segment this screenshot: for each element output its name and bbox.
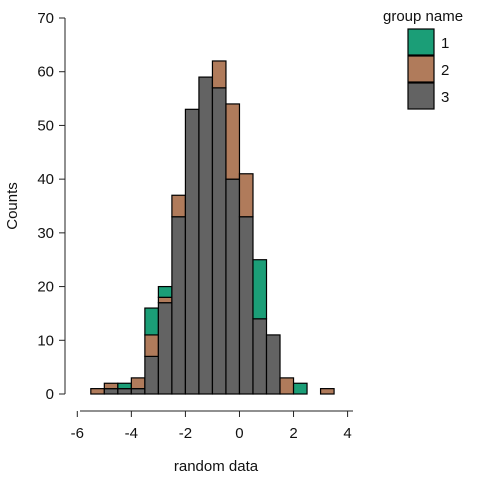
y-tick-label: 40 [37, 171, 54, 188]
bar-segment-group-1 [117, 382, 132, 390]
bar-segment-group-2 [211, 60, 227, 89]
bar-segment-group-3 [265, 334, 281, 395]
y-tick-label: 70 [37, 10, 54, 27]
y-tick-label: 20 [37, 279, 54, 296]
legend-label-1: 1 [441, 35, 449, 52]
bar-segment-group-3 [157, 302, 173, 395]
bar-segment-group-1 [252, 259, 268, 320]
x-tick-label: -2 [179, 425, 192, 442]
legend-swatch-2 [407, 55, 435, 83]
bar-segment-group-1 [157, 285, 173, 298]
legend-items: 1 2 3 [407, 28, 449, 110]
legend-label-3: 3 [441, 89, 449, 106]
y-axis-title: Counts [4, 182, 21, 230]
bar-segment-group-2 [157, 296, 173, 304]
bar-segment-group-3 [117, 388, 132, 395]
x-tick-label: -4 [125, 425, 138, 442]
bar-segment-group-2 [319, 388, 335, 395]
bar-segment-group-2 [103, 382, 119, 390]
bar-segment-group-2 [171, 194, 187, 218]
y-tick-label: 60 [37, 64, 54, 81]
x-axis-title: random data [174, 458, 259, 475]
bar-segment-group-3 [211, 87, 227, 395]
bars-layer [90, 60, 335, 395]
bar-segment-group-3 [103, 388, 119, 395]
x-tick-label: 2 [289, 425, 297, 442]
bar-segment-group-3 [225, 178, 241, 395]
y-tick-label: 30 [37, 225, 54, 242]
bar-segment-group-1 [144, 307, 159, 336]
bar-segment-group-3 [198, 76, 214, 395]
bar-segment-group-2 [279, 377, 295, 395]
bar-segment-group-2 [130, 377, 146, 390]
legend-label-2: 2 [441, 62, 449, 79]
y-tick-label: 50 [37, 117, 54, 134]
x-axis: -6 -4 -2 0 2 4 [71, 410, 353, 442]
bar-segment-group-2 [144, 334, 159, 357]
bar-segment-group-3 [171, 216, 187, 395]
bar-segment-group-3 [130, 388, 146, 395]
bar-segment-group-1 [292, 382, 308, 395]
bar-segment-group-2 [225, 103, 241, 180]
bar-segment-group-2 [90, 388, 105, 395]
legend-title: group name [383, 8, 463, 25]
bar-segment-group-3 [252, 318, 268, 395]
legend-swatch-1 [407, 28, 435, 56]
bar-segment-group-2 [238, 173, 254, 218]
bar-segment-group-3 [144, 355, 159, 395]
x-tick-label: 0 [235, 425, 243, 442]
legend: group name 1 2 3 [383, 8, 463, 110]
legend-swatch-3 [407, 82, 435, 110]
bar-segment-group-3 [238, 216, 254, 395]
x-tick-label: -6 [71, 425, 84, 442]
bar-segment-group-3 [184, 108, 200, 395]
y-tick-label: 0 [46, 386, 54, 403]
y-tick-label: 10 [37, 332, 54, 349]
x-tick-label: 4 [343, 425, 351, 442]
y-axis: 0 10 20 30 40 50 60 70 [37, 10, 66, 403]
